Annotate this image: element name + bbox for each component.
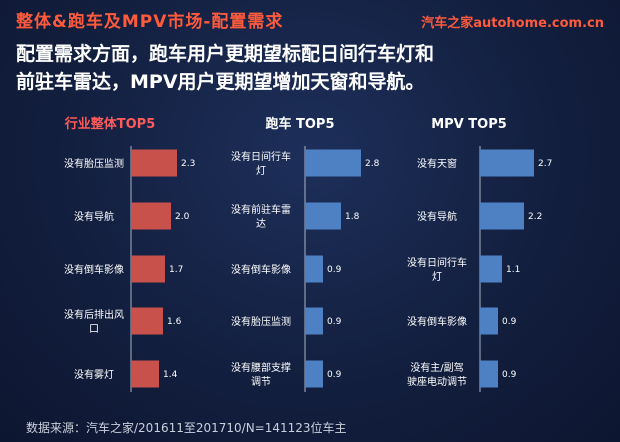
chart-1-value-label-5: 1.4: [163, 370, 178, 380]
chart-1-value-label-2: 2.0: [175, 212, 190, 222]
chart-3-category-label-5: 没有主/副驾驶座电动调节: [407, 361, 467, 388]
chart-3-value-label-1: 2.7: [538, 159, 552, 169]
chart-2-category-label-1: 没有日间行车灯: [231, 150, 291, 177]
chart-3-bar-2: [480, 202, 524, 230]
chart-1-value-label-4: 1.6: [167, 317, 182, 327]
chart-3-value-label-3: 1.1: [506, 265, 520, 275]
chart-1-bar-4: [131, 307, 163, 335]
chart-1-category-label-5: 没有雾灯: [74, 368, 114, 381]
chart-2-category-label-2: 没有前驻车雷达: [231, 203, 291, 230]
chart-3-value-label-5: 0.9: [502, 370, 517, 380]
chart-2-bar-2: [305, 202, 341, 230]
chart-2-bar-1: [305, 149, 361, 177]
chart-2-bar-4: [305, 307, 323, 335]
chart-1-bar-1: [131, 149, 177, 177]
subtitle-line-2: 前驻车雷达，MPV用户更期望增加天窗和导航。: [16, 71, 425, 93]
chart-2-value-label-1: 2.8: [365, 159, 380, 169]
chart-2-bar-3: [305, 255, 323, 283]
chart-1-bar-5: [131, 360, 159, 388]
chart-2-category-label-3: 没有倒车影像: [231, 263, 291, 276]
chart-3-bar-5: [480, 360, 498, 388]
chart-1-category-label-3: 没有倒车影像: [64, 263, 124, 276]
chart-3-bar-4: [480, 307, 498, 335]
chart-3-bar-1: [480, 149, 534, 177]
chart-2-value-label-5: 0.9: [327, 370, 342, 380]
chart-2-value-label-4: 0.9: [327, 317, 342, 327]
chart-1-value-label-3: 1.7: [169, 265, 183, 275]
chart-1-bar-3: [131, 255, 165, 283]
chart-3-value-label-4: 0.9: [502, 317, 517, 327]
chart-1-value-label-1: 2.3: [181, 159, 195, 169]
chart-1-title: 行业整体TOP5: [64, 116, 156, 132]
chart-3-category-label-1: 没有天窗: [417, 157, 457, 170]
subtitle-line-1: 配置需求方面，跑车用户更期望标配日间行车灯和: [16, 43, 435, 65]
chart-1-category-label-1: 没有胎压监测: [64, 157, 124, 170]
chart-1-category-label-4: 没有后排出风口: [64, 308, 124, 335]
chart-2-category-label-5: 没有腰部支撑调节: [231, 361, 291, 388]
chart-2-value-label-2: 1.8: [345, 212, 360, 222]
page-title: 整体&跑车及MPV市场-配置需求: [16, 12, 284, 32]
chart-3-category-label-3: 没有日间行车灯: [407, 256, 467, 283]
autohome-logo: 汽车之家autohome.com.cn: [421, 16, 604, 31]
chart-3-title: MPV TOP5: [431, 117, 507, 132]
chart-2-title: 跑车 TOP5: [265, 116, 334, 132]
chart-3-bar-3: [480, 255, 502, 283]
chart-2-value-label-3: 0.9: [327, 265, 342, 275]
chart-1-bar-2: [131, 202, 171, 230]
page-subtitle: 配置需求方面，跑车用户更期望标配日间行车灯和 前驻车雷达，MPV用户更期望增加天…: [16, 40, 606, 96]
chart-3-category-label-4: 没有倒车影像: [407, 315, 467, 328]
chart-2-bar-5: [305, 360, 323, 388]
data-source-note: 数据来源：汽车之家/201611至201710/N=141123位车主: [26, 421, 347, 435]
chart-1-category-label-2: 没有导航: [74, 210, 114, 223]
chart-3-category-label-2: 没有导航: [417, 210, 457, 223]
chart-3-value-label-2: 2.2: [528, 212, 542, 222]
chart-2-category-label-4: 没有胎压监测: [231, 315, 291, 328]
